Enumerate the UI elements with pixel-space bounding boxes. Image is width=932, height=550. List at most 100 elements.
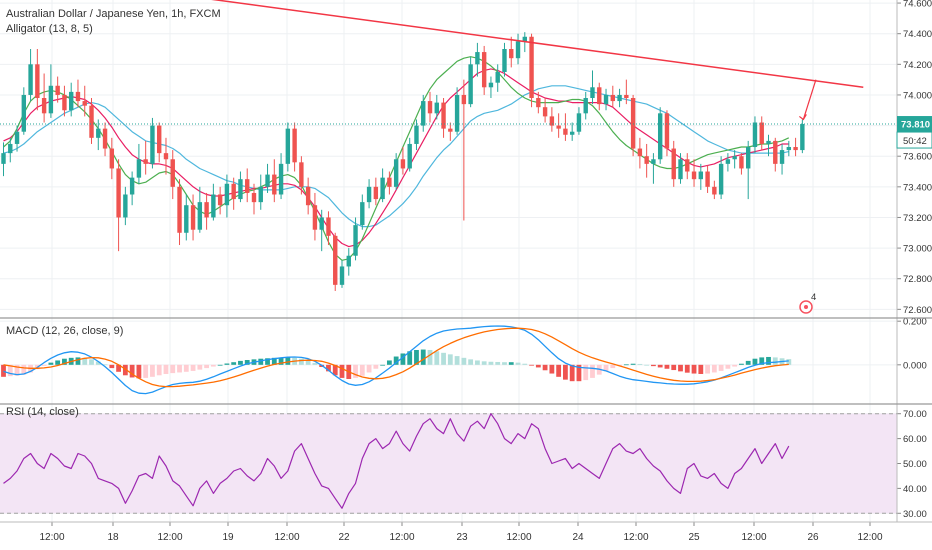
macd-histogram-bar bbox=[224, 363, 230, 365]
annotation-arrowhead bbox=[798, 114, 807, 121]
macd-tick-label: 0.200 bbox=[903, 317, 927, 328]
candle-body bbox=[421, 101, 426, 126]
candle bbox=[231, 177, 236, 210]
candle bbox=[542, 98, 548, 123]
macd-histogram-bar bbox=[89, 359, 94, 365]
macd-pane[interactable] bbox=[1, 325, 792, 395]
candle bbox=[536, 91, 541, 114]
macd-histogram-bar bbox=[427, 349, 433, 365]
macd-histogram-bar bbox=[238, 360, 243, 365]
candle-body bbox=[366, 186, 372, 203]
time-axis[interactable]: 12:00 18 12:00 19 12:00 22 12:00 23 12:00 24 12:00… bbox=[0, 521, 932, 543]
candle-body bbox=[14, 131, 20, 144]
candle bbox=[8, 137, 13, 163]
candle bbox=[509, 36, 514, 68]
candle-body bbox=[529, 36, 534, 99]
candle bbox=[333, 232, 338, 291]
macd-histogram-bar bbox=[671, 364, 677, 371]
candle-body bbox=[69, 91, 74, 111]
candle-body bbox=[752, 122, 758, 148]
candle bbox=[597, 82, 602, 111]
macd-histogram-bar bbox=[772, 357, 778, 365]
candle-body bbox=[393, 159, 399, 187]
macd-histogram-bar bbox=[529, 364, 534, 366]
macd-histogram-bar bbox=[312, 363, 318, 365]
macd-histogram-bar bbox=[353, 364, 358, 378]
rsi-label: RSI (14, close) bbox=[6, 406, 79, 418]
candle-body bbox=[800, 124, 805, 151]
candle-body bbox=[779, 150, 785, 164]
candle bbox=[387, 171, 392, 195]
candle bbox=[312, 192, 318, 241]
price-tick-label: 72.800 bbox=[903, 274, 932, 285]
price-overlays: 4 bbox=[0, 0, 897, 314]
candle-body bbox=[319, 217, 324, 230]
candle bbox=[116, 159, 121, 252]
price-tick-label: 74.000 bbox=[903, 90, 932, 101]
macd-histogram-bar bbox=[684, 364, 690, 373]
macd-histogram-bar bbox=[55, 360, 61, 365]
candle-body bbox=[536, 98, 541, 108]
candle bbox=[123, 186, 128, 226]
candle-body bbox=[62, 94, 67, 111]
price-pane[interactable]: 4 bbox=[0, 0, 897, 314]
price-tick-label: 73.000 bbox=[903, 244, 932, 255]
candle bbox=[800, 119, 805, 154]
last-price-value: 73.810 bbox=[901, 120, 930, 131]
alligator-label: Alligator (13, 8, 5) bbox=[6, 23, 93, 35]
time-tick-label: 25 bbox=[688, 532, 700, 543]
candle-body bbox=[414, 125, 419, 144]
candle bbox=[793, 137, 798, 157]
macd-histogram-bar bbox=[380, 364, 386, 366]
candle bbox=[82, 85, 87, 117]
candle-body bbox=[549, 116, 555, 126]
candle bbox=[664, 110, 670, 157]
macd-histogram-bar bbox=[163, 364, 169, 374]
candle bbox=[150, 117, 155, 169]
candle-body bbox=[454, 94, 460, 132]
macd-histogram-bar bbox=[332, 364, 338, 376]
time-tick-label: 12:00 bbox=[857, 532, 882, 543]
candle bbox=[265, 163, 270, 193]
candle bbox=[624, 79, 629, 105]
candle-body bbox=[1, 153, 6, 164]
candle bbox=[529, 33, 534, 108]
candle-body bbox=[651, 159, 656, 164]
time-tick-label: 12:00 bbox=[623, 532, 648, 543]
macd-histogram-bar bbox=[705, 364, 710, 374]
candle-body bbox=[272, 174, 277, 195]
candle bbox=[515, 33, 521, 65]
candle-body bbox=[305, 186, 311, 206]
macd-histogram-bar bbox=[623, 364, 629, 366]
macd-histogram-bar bbox=[7, 364, 13, 377]
rsi-band bbox=[0, 413, 897, 514]
candle bbox=[732, 150, 737, 169]
candle-body bbox=[725, 159, 731, 164]
macd-histogram-bar bbox=[454, 356, 460, 365]
macd-histogram-bar bbox=[475, 360, 480, 365]
candle bbox=[224, 174, 230, 218]
candle bbox=[448, 122, 453, 141]
candle bbox=[779, 143, 785, 175]
candle bbox=[752, 116, 758, 154]
rsi-line bbox=[3, 413, 790, 509]
time-tick-label: 19 bbox=[222, 532, 234, 543]
candle-body bbox=[41, 98, 47, 114]
price-tick-label: 73.600 bbox=[903, 152, 932, 163]
rsi-pane[interactable] bbox=[0, 413, 897, 514]
candle-body bbox=[441, 102, 446, 129]
candle-body bbox=[136, 159, 142, 178]
candle-body bbox=[312, 205, 318, 230]
candle-body bbox=[35, 64, 40, 99]
macd-histogram-bar bbox=[150, 364, 155, 377]
macd-histogram-bar bbox=[590, 364, 595, 378]
candle bbox=[102, 122, 108, 157]
candle bbox=[434, 94, 439, 120]
price-axis[interactable]: 74.60074.40074.20074.00073.80073.60073.4… bbox=[896, 0, 932, 522]
candle-body bbox=[75, 91, 81, 102]
candle-body bbox=[21, 94, 27, 132]
macd-histogram-bar bbox=[190, 364, 196, 371]
countdown-value: 50:42 bbox=[903, 136, 927, 147]
candle-body bbox=[170, 159, 175, 187]
